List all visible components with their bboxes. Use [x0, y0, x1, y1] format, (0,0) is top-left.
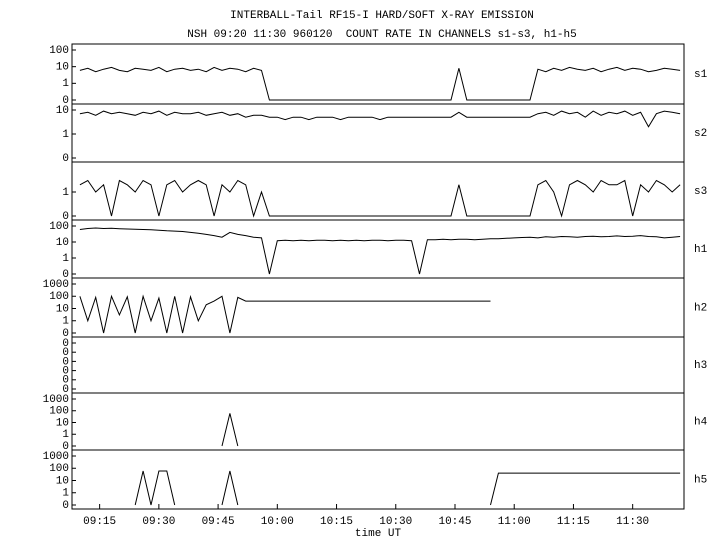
- y-tick-label: 10: [56, 475, 69, 487]
- panel-frame: [71, 103, 685, 163]
- x-tick-label: 10:00: [261, 516, 294, 528]
- y-tick-label: 100: [49, 45, 69, 57]
- panel-frame: [71, 392, 685, 451]
- y-tick-label: 0: [62, 356, 69, 368]
- data-line: [79, 294, 491, 334]
- panel-label: s2: [694, 128, 707, 140]
- y-tick-label: 1: [62, 316, 69, 328]
- y-tick-label: 0: [62, 500, 69, 512]
- y-tick-label: 0: [62, 211, 69, 223]
- panel-frame: [71, 449, 685, 510]
- y-tick-label: 1: [62, 253, 69, 265]
- panel-frame: [71, 277, 685, 338]
- x-tick-label: 10:45: [438, 516, 471, 528]
- panel-label: h1: [694, 244, 708, 256]
- y-tick-label: 10: [56, 62, 69, 74]
- y-tick-label: 0: [62, 269, 69, 281]
- panel-label: h2: [694, 302, 707, 314]
- data-line: [79, 227, 681, 275]
- x-axis-label: time UT: [355, 528, 402, 540]
- x-tick-label: 11:15: [557, 516, 590, 528]
- y-tick-label: 0: [62, 384, 69, 396]
- data-line: [79, 66, 681, 101]
- y-tick-label: 1: [62, 488, 69, 500]
- y-tick-label: 0: [62, 328, 69, 340]
- panel-label: h3: [694, 360, 707, 372]
- x-tick-label: 09:45: [202, 516, 235, 528]
- y-tick-label: 10: [56, 105, 69, 117]
- y-tick-label: 10: [56, 303, 69, 315]
- y-tick-label: 1: [62, 129, 69, 141]
- data-line: [79, 110, 681, 128]
- panel-label: h5: [694, 474, 707, 486]
- y-tick-label: 0: [62, 375, 69, 387]
- x-tick-label: 09:15: [83, 516, 116, 528]
- panel-frame: [71, 336, 685, 394]
- y-tick-label: 1: [62, 78, 69, 90]
- y-tick-label: 10: [56, 417, 69, 429]
- panel-label: s3: [694, 186, 707, 198]
- y-tick-label: 0: [62, 95, 69, 107]
- panel-label: s1: [694, 69, 708, 81]
- y-tick-label: 0: [62, 153, 69, 165]
- y-tick-label: 0: [62, 347, 69, 359]
- y-tick-label: 1: [62, 187, 69, 199]
- data-line: [134, 470, 681, 506]
- y-tick-label: 100: [49, 406, 69, 418]
- y-tick-label: 0: [62, 338, 69, 350]
- x-tick-label: 11:30: [616, 516, 649, 528]
- y-tick-label: 100: [49, 291, 69, 303]
- chart-subtitle: NSH 09:20 11:30 960120 COUNT RATE IN CHA…: [187, 29, 576, 41]
- y-tick-label: 0: [62, 366, 69, 378]
- chart-title: INTERBALL-Tail RF15-I HARD/SOFT X-RAY EM…: [230, 10, 534, 22]
- y-tick-label: 1000: [43, 394, 69, 406]
- x-tick-label: 10:15: [320, 516, 353, 528]
- data-line: [221, 413, 239, 447]
- x-tick-label: 11:00: [498, 516, 531, 528]
- x-tick-label: 10:30: [379, 516, 412, 528]
- y-tick-label: 10: [56, 237, 69, 249]
- data-line: [79, 179, 681, 218]
- y-tick-label: 0: [62, 441, 69, 453]
- y-tick-label: 1: [62, 429, 69, 441]
- panel-frame: [71, 43, 685, 105]
- x-tick-label: 09:30: [142, 516, 175, 528]
- y-tick-label: 1000: [43, 451, 69, 463]
- y-tick-label: 100: [49, 221, 69, 233]
- y-tick-label: 1000: [43, 279, 69, 291]
- y-tick-label: 100: [49, 463, 69, 475]
- panel-frame: [71, 219, 685, 279]
- panel-label: h4: [694, 416, 708, 428]
